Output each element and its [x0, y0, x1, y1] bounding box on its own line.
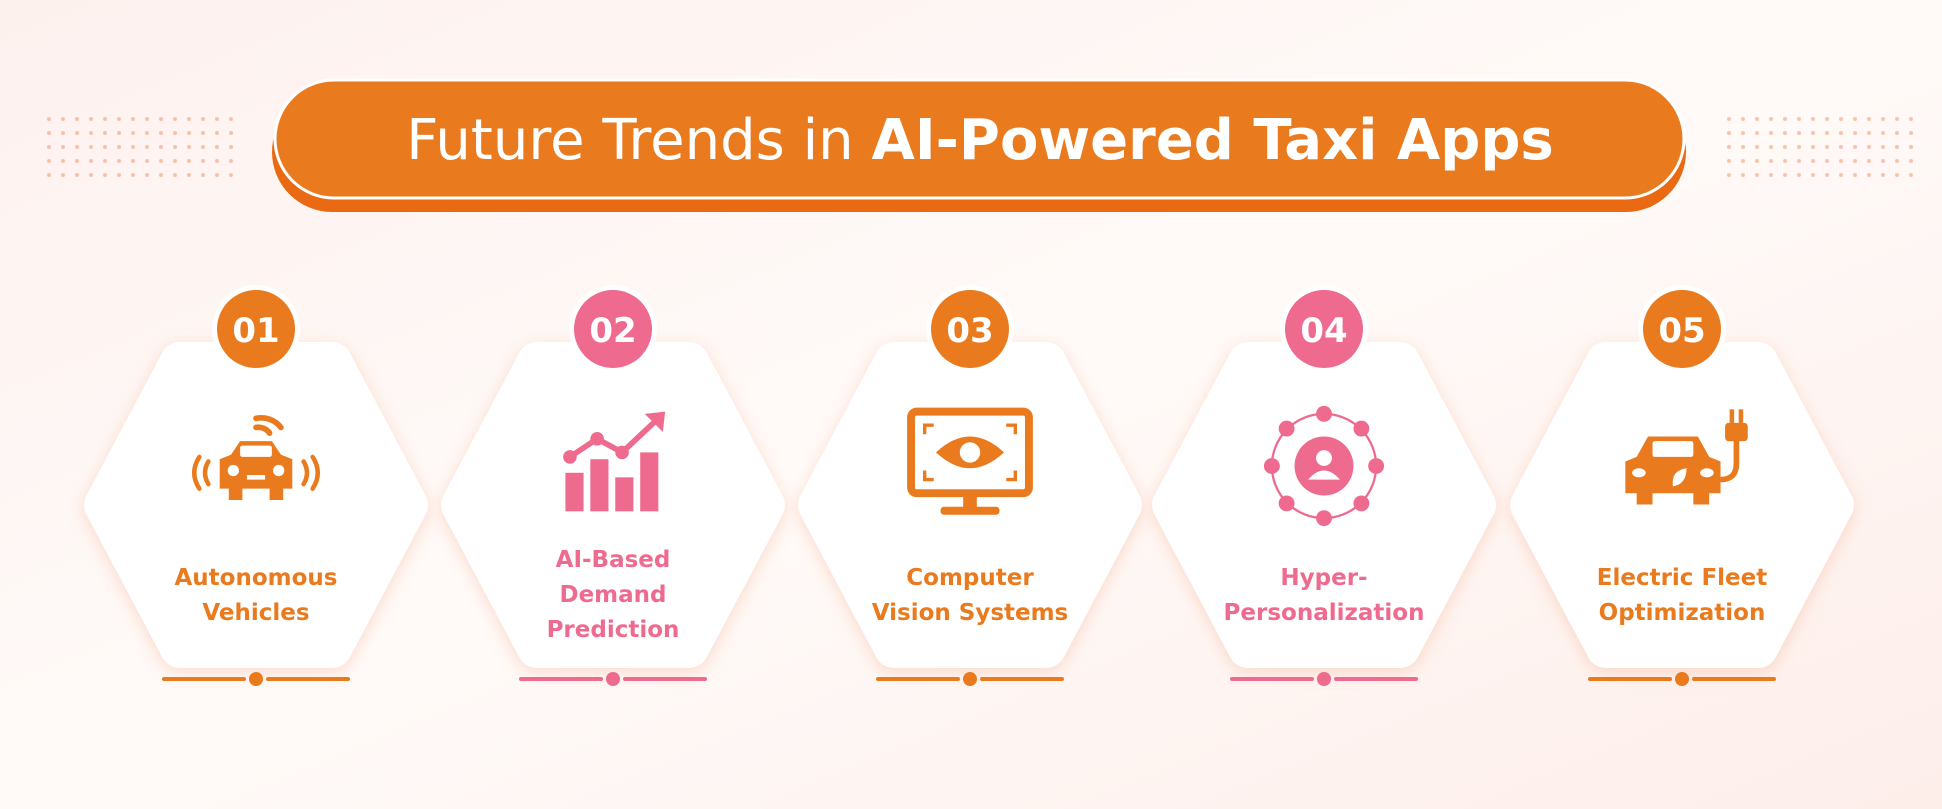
title-bold: AI-Powered Taxi Apps [871, 108, 1553, 173]
card [1152, 342, 1496, 668]
card [441, 342, 785, 668]
item-label-line: Demand [559, 582, 666, 608]
number-badge [217, 290, 295, 368]
divider-dot [963, 672, 977, 686]
item-number: 05 [1658, 311, 1705, 351]
item-number: 04 [1300, 311, 1347, 351]
divider-dot [606, 672, 620, 686]
number-badge [1285, 290, 1363, 368]
item-label: Computer Vision Systems [872, 565, 1069, 626]
item-label-line: Electric Fleet [1597, 565, 1767, 591]
item-label-line: Prediction [547, 617, 680, 643]
number-badge [1643, 290, 1721, 368]
item-number: 02 [589, 311, 636, 351]
dot-pattern [38, 108, 234, 180]
item-label-line: AI-Based [556, 547, 671, 573]
card [1510, 342, 1854, 668]
item-label: AI-Based Demand Prediction [547, 547, 680, 643]
divider-dot [1317, 672, 1331, 686]
item-number: 03 [946, 311, 993, 351]
divider-dot [1675, 672, 1689, 686]
item-label-line: Computer [906, 565, 1034, 591]
item-label: Hyper- Personalization [1224, 565, 1425, 626]
item-label-line: Optimization [1599, 600, 1766, 626]
item-label-line: Autonomous [175, 565, 338, 591]
item-number: 01 [232, 311, 279, 351]
number-badge [931, 290, 1009, 368]
item-label-line: Personalization [1224, 600, 1425, 626]
item-label-line: Vehicles [202, 600, 309, 626]
title-regular: Future Trends in [406, 108, 871, 173]
card [84, 342, 428, 668]
title: Future Trends in AI-Powered Taxi Apps [406, 108, 1554, 173]
dot-pattern [1722, 108, 1918, 180]
item-label-line: Hyper- [1280, 565, 1367, 591]
item-label: Autonomous Vehicles [175, 565, 338, 626]
item-label-line: Vision Systems [872, 600, 1069, 626]
divider-dot [249, 672, 263, 686]
title-pill [273, 78, 1686, 200]
number-badge [574, 290, 652, 368]
items: 01 Autonomous Vehicles 02 AI-Based Demand Pred… [84, 285, 1854, 686]
item-label: Electric Fleet Optimization [1597, 565, 1767, 626]
